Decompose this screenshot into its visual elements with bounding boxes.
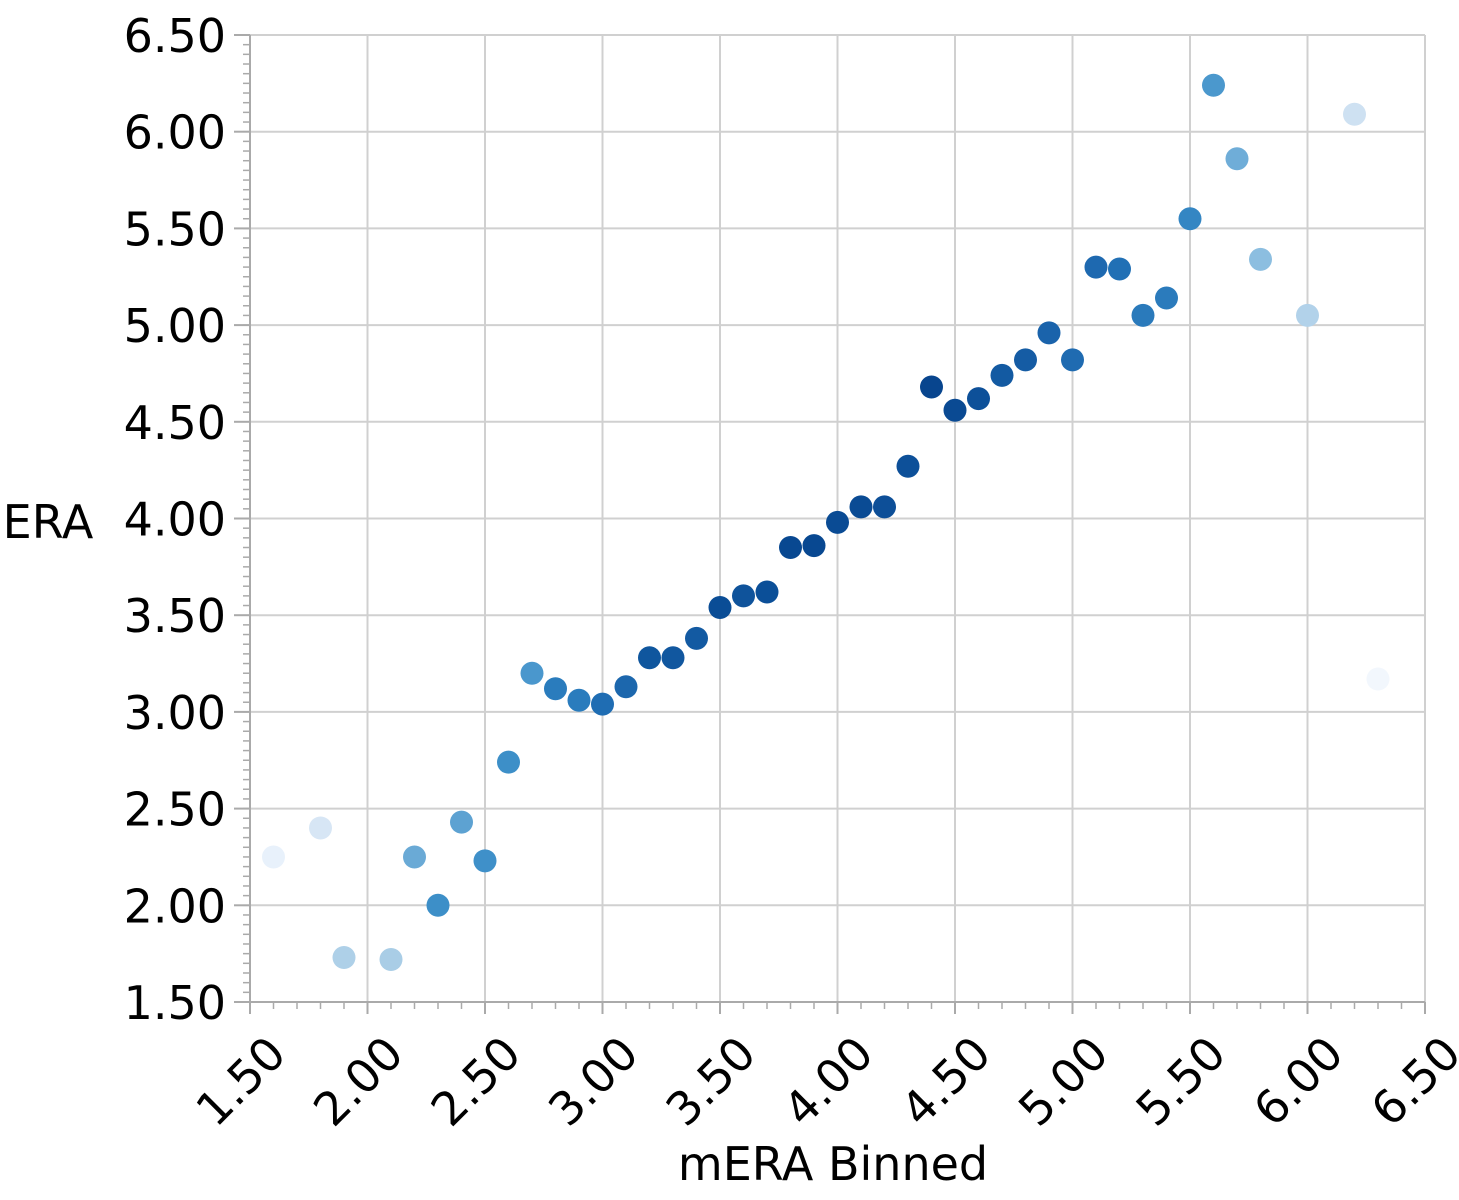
data-point	[497, 750, 520, 774]
data-points	[262, 73, 1390, 971]
data-point	[896, 454, 920, 478]
data-point	[1108, 257, 1131, 281]
data-point	[1061, 348, 1084, 372]
data-point	[309, 816, 332, 840]
data-point	[1225, 147, 1249, 171]
y-tick-label: 2.00	[124, 879, 226, 933]
y-tick-label: 3.00	[124, 686, 226, 740]
data-point	[661, 646, 685, 670]
x-tick-label: 6.00	[1243, 1026, 1354, 1137]
data-point	[1249, 247, 1272, 271]
data-point	[1366, 667, 1390, 691]
data-point	[1296, 303, 1319, 327]
data-point	[1014, 348, 1037, 372]
data-point	[520, 661, 544, 685]
data-point	[1131, 303, 1155, 327]
x-tick-label: 1.50	[186, 1026, 297, 1137]
y-axis-title: ERA	[3, 495, 94, 549]
data-point	[849, 495, 873, 519]
x-tick-label: 5.50	[1126, 1026, 1237, 1137]
data-point	[708, 595, 732, 619]
data-point	[1178, 207, 1202, 231]
data-point	[591, 692, 614, 716]
y-tick-label: 4.00	[124, 493, 226, 547]
data-point	[990, 363, 1014, 387]
y-tick-label: 5.50	[124, 202, 226, 256]
x-tick-label: 4.50	[891, 1026, 1002, 1137]
x-tick-label: 4.00	[773, 1026, 884, 1137]
axes: 1.50 2.00 2.50 3.00 3.50 4.00 4.50 5.00 5.50 6.00…	[124, 9, 1459, 1137]
data-point	[826, 510, 849, 534]
y-tick-label: 2.50	[124, 783, 226, 837]
data-point	[732, 584, 755, 608]
y-tick-label: 6.50	[124, 9, 226, 63]
y-tick-label: 3.50	[124, 589, 226, 643]
data-point	[1202, 73, 1225, 97]
x-tick-label: 5.00	[1008, 1026, 1119, 1137]
data-point	[802, 534, 826, 558]
data-point	[403, 845, 426, 869]
x-axis-title: mERA Binned	[678, 1137, 988, 1191]
data-point	[685, 626, 708, 650]
x-tick-label: 2.50	[421, 1026, 532, 1137]
data-point	[943, 398, 967, 422]
x-tick-label: 3.50	[656, 1026, 767, 1137]
data-point	[967, 387, 990, 411]
data-point	[1343, 102, 1366, 126]
data-point	[426, 893, 450, 917]
data-point	[779, 536, 802, 560]
data-point	[614, 675, 638, 699]
y-tick-label: 4.50	[124, 396, 226, 450]
data-point	[332, 946, 356, 970]
y-tick-label: 5.00	[124, 299, 226, 353]
x-tick-label: 3.00	[538, 1026, 649, 1137]
data-point	[473, 849, 497, 873]
y-tick-label: 1.50	[124, 976, 226, 1030]
data-point	[1084, 255, 1108, 279]
data-point	[1037, 321, 1061, 345]
data-point	[379, 947, 403, 971]
x-tick-label: 6.50	[1361, 1026, 1459, 1137]
x-tick-label: 2.00	[303, 1026, 414, 1137]
data-point	[1155, 286, 1178, 310]
data-point	[920, 375, 943, 399]
data-point	[450, 810, 473, 834]
data-point	[755, 580, 779, 604]
data-point	[873, 495, 896, 519]
data-point	[567, 688, 591, 712]
y-tick-label: 6.00	[124, 106, 226, 160]
data-point	[638, 646, 661, 670]
data-point	[544, 677, 567, 701]
data-point	[262, 845, 285, 869]
